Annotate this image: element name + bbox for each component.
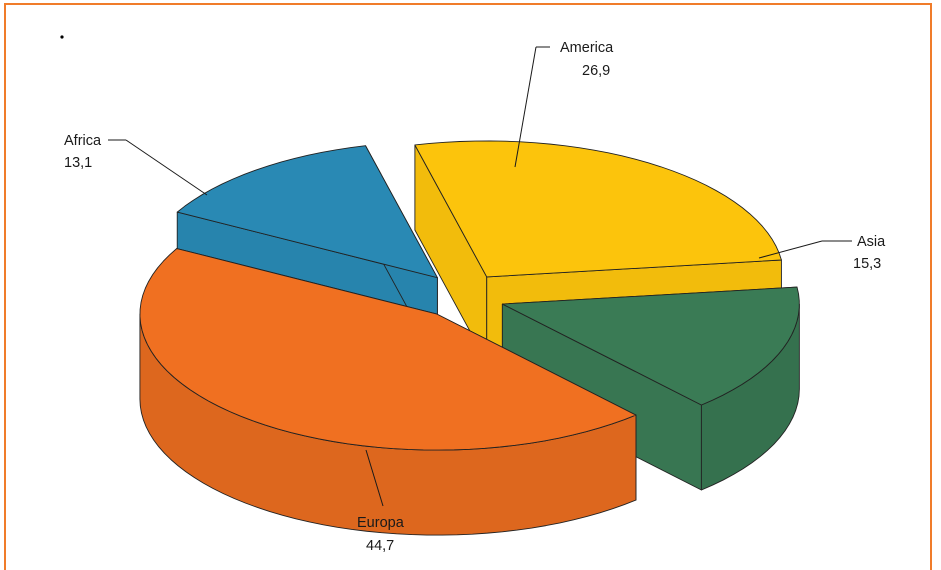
label-asia-name: Asia xyxy=(857,234,886,250)
pie-slice-europa xyxy=(139,248,637,536)
label-africa-name: Africa xyxy=(64,133,102,149)
stray-dot-mark xyxy=(60,35,64,39)
label-america-name: America xyxy=(560,40,614,56)
leader-line-africa-2 xyxy=(125,139,208,196)
slice-top-europa xyxy=(139,248,637,451)
label-europa-value: 44,7 xyxy=(366,538,394,554)
label-asia-value: 15,3 xyxy=(853,256,881,272)
label-africa-value: 13,1 xyxy=(64,155,92,171)
label-america-value: 26,9 xyxy=(582,63,610,79)
pie-slice-asia xyxy=(501,286,800,491)
label-europa-name: Europa xyxy=(357,515,405,531)
slice-top-america xyxy=(414,140,782,278)
chart-frame xyxy=(4,3,932,570)
leader-line-asia-2 xyxy=(758,240,823,259)
leader-line-america-2 xyxy=(514,46,537,168)
leader-line-europa xyxy=(365,449,384,507)
slice-top-asia xyxy=(501,286,800,406)
slice-top-africa xyxy=(176,145,438,279)
